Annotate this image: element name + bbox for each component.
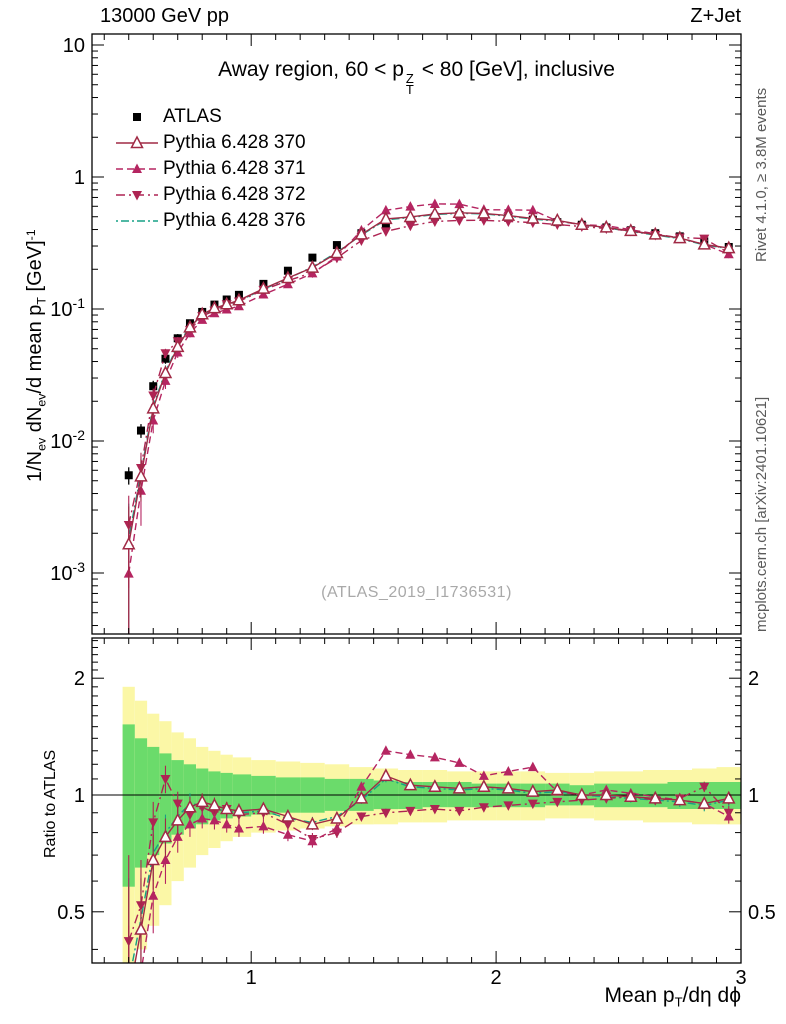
- header-process: Z+Jet: [690, 5, 741, 27]
- svg-text:2: 2: [74, 668, 85, 690]
- ylabel-sup: -1: [24, 229, 38, 241]
- y-axis-label-top: 1/Nev dNev/d mean pT [GeV]-1: [24, 229, 49, 482]
- svg-text:2: 2: [748, 668, 759, 690]
- title-subscript: T: [405, 82, 414, 97]
- ylabel-sub: T: [34, 297, 49, 305]
- analysis-watermark: (ATLAS_2019_I1736531): [321, 584, 512, 601]
- legend-label-pythia-371: Pythia 6.428 371: [163, 158, 306, 179]
- xlabel-sub: T: [674, 994, 683, 1010]
- svg-text:2: 2: [491, 967, 502, 989]
- y-axis-label-ratio: Ratio to ATLAS: [42, 749, 59, 858]
- series-p376-top: [128, 212, 730, 634]
- tick-labels: 10 1 10-1 10-2 10-3 2 2 1 1 0.5 0.5 1 2 3: [50, 35, 776, 989]
- ylabel-seg: /d mean p: [24, 304, 47, 394]
- ylabel-seg: 1/N: [24, 450, 47, 482]
- title-superscript: Z: [405, 71, 414, 86]
- legend-glyphs: [116, 113, 158, 222]
- series-p370-ratio: [128, 768, 736, 963]
- svg-text:0.5: 0.5: [57, 902, 85, 924]
- svg-text:10-3: 10-3: [50, 559, 85, 585]
- xlabel-seg: /dη dϕ: [682, 984, 741, 1007]
- svg-text:3: 3: [735, 967, 746, 989]
- legend-label-pythia-372: Pythia 6.428 372: [163, 184, 306, 205]
- legend-label-atlas: ATLAS: [163, 106, 222, 127]
- svg-text:1: 1: [748, 785, 759, 807]
- svg-text:0.5: 0.5: [748, 902, 776, 924]
- svg-text:1: 1: [246, 967, 257, 989]
- svg-text:10-2: 10-2: [50, 427, 85, 453]
- legend-label-pythia-376: Pythia 6.428 376: [163, 210, 306, 231]
- svg-text:10: 10: [63, 35, 85, 57]
- ylabel-sub: ev: [34, 437, 49, 451]
- series-p370-top: [121, 205, 736, 634]
- top-panel-frame: [91, 33, 742, 635]
- title-post: < 80 [GeV], inclusive: [415, 58, 615, 81]
- ratio-panel-frame: [91, 637, 742, 964]
- ratio-uncertainty-bands: [92, 686, 741, 963]
- xlabel-seg: Mean p: [604, 984, 675, 1007]
- rivet-version-note: Rivet 4.1.0, ≥ 3.8M events: [753, 87, 770, 262]
- svg-text:1: 1: [74, 167, 85, 189]
- header-beam-energy: 13000 GeV pp: [100, 5, 229, 27]
- legend-label-pythia-370: Pythia 6.428 370: [163, 132, 306, 153]
- ylabel-seg: [GeV]: [24, 240, 47, 298]
- ylabel-sub: ev: [34, 393, 49, 407]
- svg-text:10-1: 10-1: [50, 295, 85, 321]
- ylabel-seg: dN: [24, 406, 47, 438]
- legend: ATLAS Pythia 6.428 370 Pythia 6.428 371 …: [163, 104, 306, 234]
- series-p372-top: [123, 216, 734, 588]
- x-axis-label: Mean pT/dη dϕ: [605, 984, 741, 1010]
- series-atlas: [124, 211, 733, 485]
- axis-ticks: [92, 34, 742, 963]
- svg-text:1: 1: [74, 785, 85, 807]
- title-pre: Away region, 60 < p: [218, 58, 404, 81]
- mcplots-reference-note: mcplots.cern.ch [arXiv:2401.10621]: [753, 396, 770, 632]
